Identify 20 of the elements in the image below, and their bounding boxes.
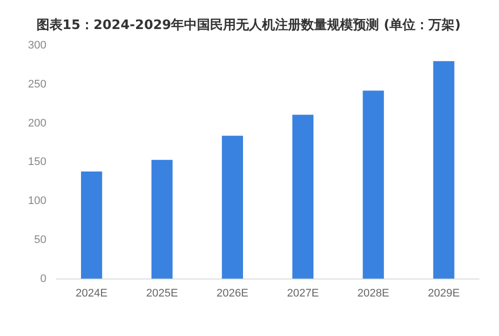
x-tick-label: 2025E (146, 287, 178, 300)
chart-title: 图表15：2024-2029年中国民用无人机注册数量规模预测 (单位：万架) (36, 17, 461, 34)
bar (222, 136, 244, 279)
bar (292, 114, 314, 279)
x-tick-label: 2028E (357, 287, 390, 300)
x-tick-label: 2024E (76, 287, 108, 300)
x-tick-label: 2026E (216, 287, 248, 300)
y-tick-label: 300 (28, 40, 46, 52)
y-tick-label: 150 (28, 156, 46, 168)
x-tick-label: 2027E (286, 287, 319, 300)
y-tick-label: 50 (34, 234, 46, 246)
x-tick-label: 2029E (428, 287, 460, 300)
bar (151, 160, 173, 279)
bar (81, 172, 102, 279)
y-tick-label: 200 (28, 117, 46, 130)
bar (362, 90, 384, 279)
bar (433, 61, 454, 279)
y-tick-label: 100 (28, 195, 46, 208)
y-tick-label: 0 (40, 272, 46, 285)
y-tick-label: 250 (28, 78, 46, 90)
